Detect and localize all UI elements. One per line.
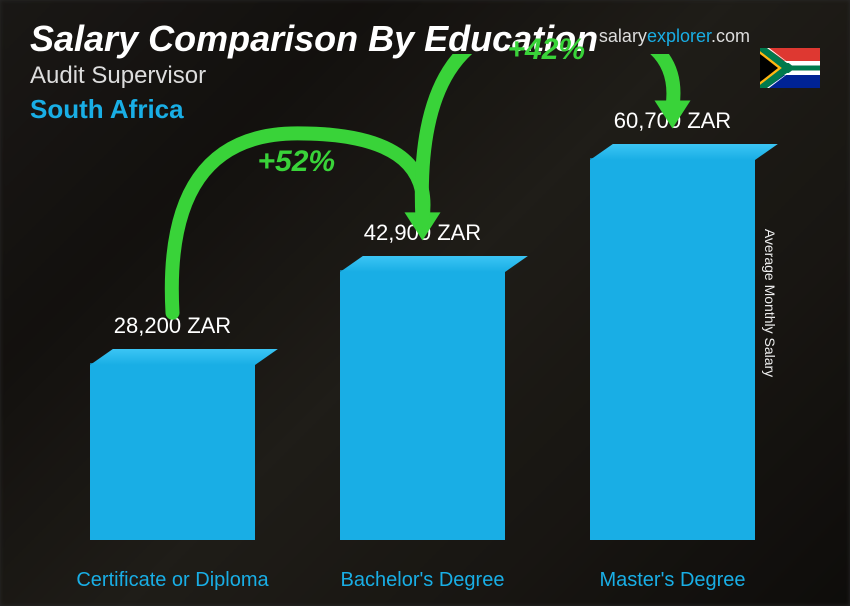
site-mid: explorer <box>647 26 711 46</box>
site-watermark: salaryexplorer.com <box>599 26 750 47</box>
site-prefix: salary <box>599 26 647 46</box>
chart-container: Salary Comparison By Education Audit Sup… <box>0 0 850 606</box>
increase-arrow <box>0 54 850 594</box>
bar-chart: 28,200 ZARCertificate or Diploma42,900 Z… <box>0 54 820 594</box>
site-suffix: .com <box>711 26 750 46</box>
increase-percent: +42% <box>508 33 586 67</box>
